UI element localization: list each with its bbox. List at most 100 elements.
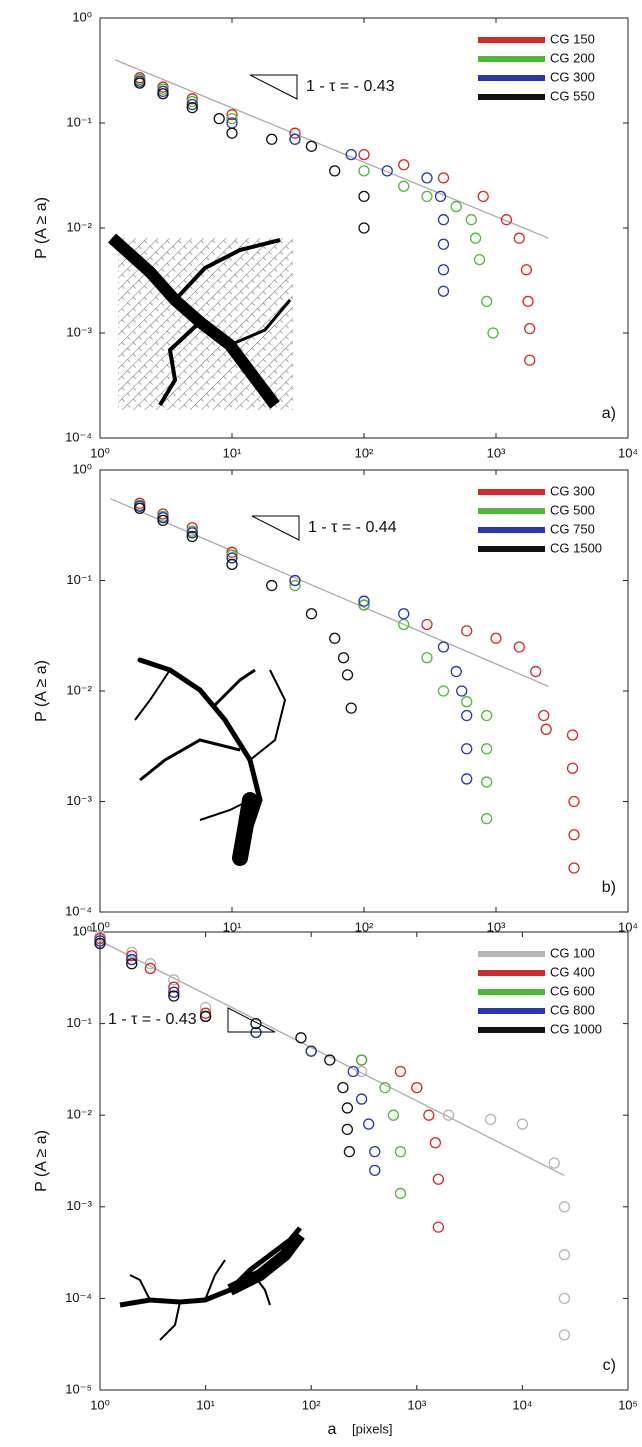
fit-line <box>99 940 565 1177</box>
legend-label: CG 1000 <box>550 1021 602 1036</box>
legend-label: CG 600 <box>550 983 595 998</box>
legend-label: CG 550 <box>550 88 595 103</box>
data-point <box>530 665 542 678</box>
data-point <box>250 1017 262 1030</box>
data-point <box>477 190 489 203</box>
data-point <box>461 625 473 637</box>
data-point <box>548 1157 560 1169</box>
inset-network-b <box>134 657 287 866</box>
data-point <box>538 709 550 722</box>
x-tick-label: 10⁴ <box>512 1397 532 1412</box>
data-point <box>513 641 525 653</box>
data-point <box>355 1054 368 1066</box>
y-tick-label: 10⁻² <box>66 1107 92 1122</box>
x-tick-label: 10⁴ <box>618 919 638 934</box>
legend-label: CG 150 <box>550 31 595 46</box>
data-point <box>186 95 198 108</box>
y-tick-label: 10⁰ <box>72 923 92 938</box>
data-point <box>347 1065 359 1078</box>
data-point <box>513 232 525 244</box>
y-axis-label: P (A ≥ a) <box>33 1130 50 1192</box>
data-point <box>126 946 138 958</box>
data-point <box>450 665 462 678</box>
data-point <box>490 632 502 644</box>
data-point <box>157 88 169 100</box>
data-point <box>432 1173 445 1185</box>
legend-label: CG 200 <box>550 50 595 65</box>
data-point <box>199 1007 212 1019</box>
data-point <box>355 1093 368 1105</box>
data-point <box>500 214 513 226</box>
data-point <box>226 109 238 121</box>
x-tick-label: 10⁵ <box>618 1397 638 1412</box>
x-tick-label: 10⁴ <box>618 445 638 460</box>
data-point <box>289 579 301 592</box>
y-tick-label: 10⁻¹ <box>66 114 92 129</box>
data-point <box>566 729 579 741</box>
data-point <box>398 608 410 620</box>
data-point <box>94 937 106 950</box>
y-axis-label: P (A ≥ a) <box>33 660 50 722</box>
data-point <box>266 133 278 145</box>
x-tick-label: 10² <box>355 445 374 460</box>
data-point <box>358 148 370 161</box>
data-point <box>226 113 238 125</box>
data-point <box>421 172 433 184</box>
data-point <box>186 530 198 543</box>
data-point <box>144 958 157 970</box>
data-point <box>450 200 462 213</box>
y-tick-label: 10⁻³ <box>66 324 92 339</box>
data-point <box>437 214 450 226</box>
fit-line <box>110 498 549 688</box>
annotation: 1 - τ = - 0.43 <box>306 78 395 95</box>
data-point <box>524 323 536 335</box>
data-point <box>524 354 536 366</box>
legend-label: CG 300 <box>550 69 595 84</box>
data-point <box>226 558 238 571</box>
data-point <box>295 1032 307 1044</box>
data-point <box>363 1118 375 1130</box>
data-point <box>379 1081 391 1094</box>
data-point <box>186 93 198 105</box>
data-point <box>481 743 493 755</box>
data-point <box>394 1187 407 1200</box>
y-tick-label: 10⁻⁴ <box>65 903 92 918</box>
y-tick-label: 10⁻³ <box>66 793 92 808</box>
data-point <box>398 618 410 631</box>
data-point <box>421 190 433 203</box>
panel-label: c) <box>603 1357 616 1374</box>
legend-label: CG 750 <box>550 521 595 536</box>
data-point <box>355 1065 368 1078</box>
y-tick-label: 10⁻² <box>66 219 92 234</box>
data-point <box>358 222 370 234</box>
annotation: 1 - τ = - 0.44 <box>308 519 397 536</box>
data-point <box>481 776 493 788</box>
data-point <box>329 632 341 644</box>
x-tick-label: 10³ <box>487 445 506 460</box>
data-point <box>568 795 580 808</box>
data-point <box>481 812 493 825</box>
y-tick-label: 10⁻³ <box>66 1198 92 1213</box>
data-point <box>369 1164 381 1176</box>
inset-network-a <box>107 233 293 410</box>
data-point <box>461 709 473 722</box>
data-point <box>421 618 433 631</box>
slope-triangle <box>249 74 298 100</box>
data-point <box>432 1221 445 1233</box>
data-point <box>358 190 370 203</box>
data-point <box>226 549 238 561</box>
data-point <box>481 295 493 308</box>
data-point <box>134 77 146 89</box>
data-point <box>324 1054 336 1066</box>
data-point <box>213 113 225 125</box>
data-point <box>226 552 238 564</box>
data-point <box>289 574 301 587</box>
data-point <box>289 127 301 139</box>
data-point <box>168 986 180 998</box>
fit-line <box>114 59 549 239</box>
legend-label: CG 1500 <box>550 540 602 555</box>
data-point <box>289 133 301 145</box>
data-point <box>465 214 477 226</box>
data-point <box>398 159 410 171</box>
data-point <box>358 595 370 607</box>
